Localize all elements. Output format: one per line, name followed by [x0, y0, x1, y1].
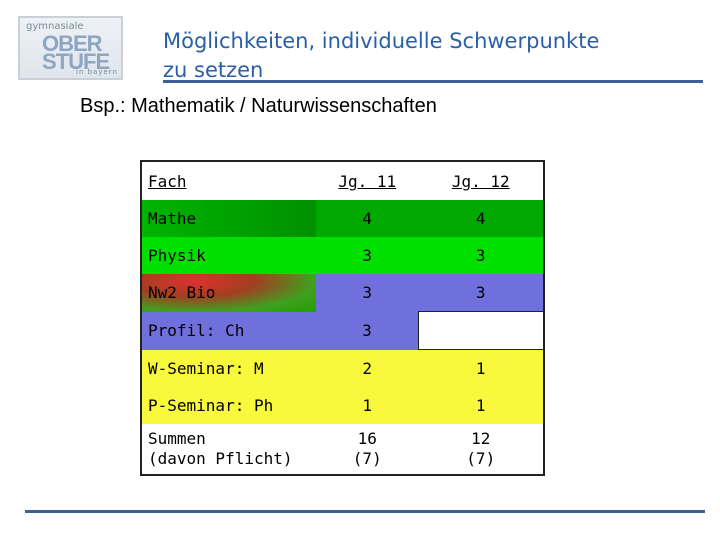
header-rule — [163, 80, 703, 83]
sum-jg12-pflicht: (7) — [466, 449, 496, 468]
table-row: Nw2 Bio 3 3 — [141, 274, 544, 312]
row-jg12: 1 — [418, 387, 544, 424]
row-fach: Mathe — [141, 200, 316, 237]
subtitle: Bsp.: Mathematik / Naturwissenschaften — [80, 95, 437, 117]
logo-line2: STUFE — [42, 49, 110, 74]
sum-label-note: (davon Pflicht) — [148, 449, 293, 468]
subject-table: Fach Jg. 11 Jg. 12 Mathe 4 4 Physik 3 3 … — [140, 160, 545, 476]
row-jg11: 3 — [316, 274, 419, 312]
row-jg11: 3 — [316, 237, 419, 274]
row-jg12: 1 — [418, 349, 544, 387]
row-jg12: 3 — [418, 237, 544, 274]
row-jg12: 4 — [418, 200, 544, 237]
row-jg11: 2 — [316, 349, 419, 387]
footer-rule — [25, 510, 705, 513]
page-title: Möglichkeiten, individuelle Schwerpunkte… — [163, 27, 599, 85]
header-jg11: Jg. 11 — [338, 171, 397, 191]
row-jg11: 1 — [316, 387, 419, 424]
row-fach: Profil: Ch — [141, 311, 316, 350]
table-row: P-Seminar: Ph 1 1 — [141, 387, 544, 424]
table-row: W-Seminar: M 2 1 — [141, 349, 544, 387]
table-header-row: Fach Jg. 11 Jg. 12 — [141, 161, 544, 200]
table-row: Mathe 4 4 — [141, 200, 544, 237]
row-jg11: 4 — [316, 200, 419, 237]
row-fach: P-Seminar: Ph — [141, 387, 316, 424]
row-fach: Nw2 Bio — [141, 274, 316, 312]
logo: gymnasiale OBER STUFE in bayern — [18, 16, 123, 80]
table-sum-row: Summen (davon Pflicht) 16 (7) 12 (7) — [141, 424, 544, 475]
sum-jg12-total: 12 — [471, 429, 491, 448]
row-fach: W-Seminar: M — [141, 349, 316, 387]
table-row: Physik 3 3 — [141, 237, 544, 274]
row-fach: Physik — [141, 237, 316, 274]
row-jg12 — [418, 311, 545, 350]
sum-label: Summen — [148, 429, 206, 448]
header-fach: Fach — [148, 171, 187, 191]
table-row: Profil: Ch 3 — [141, 311, 545, 350]
sum-jg11-total: 16 — [357, 429, 377, 448]
logo-bottom-text: in bayern — [76, 68, 118, 76]
row-jg12: 3 — [418, 274, 544, 312]
row-jg11: 3 — [316, 311, 419, 350]
logo-line1: OBER — [42, 31, 103, 56]
title-line-1: Möglichkeiten, individuelle Schwerpunkte — [163, 29, 600, 53]
sum-jg12: 12 (7) — [419, 424, 545, 475]
title-line-2: zu setzen — [163, 58, 264, 82]
logo-top-text: gymnasiale — [26, 21, 84, 32]
sum-fach: Summen (davon Pflicht) — [141, 424, 316, 475]
header-jg12: Jg. 12 — [451, 171, 510, 191]
sum-jg11: 16 (7) — [316, 424, 419, 475]
sum-jg11-pflicht: (7) — [352, 449, 382, 468]
